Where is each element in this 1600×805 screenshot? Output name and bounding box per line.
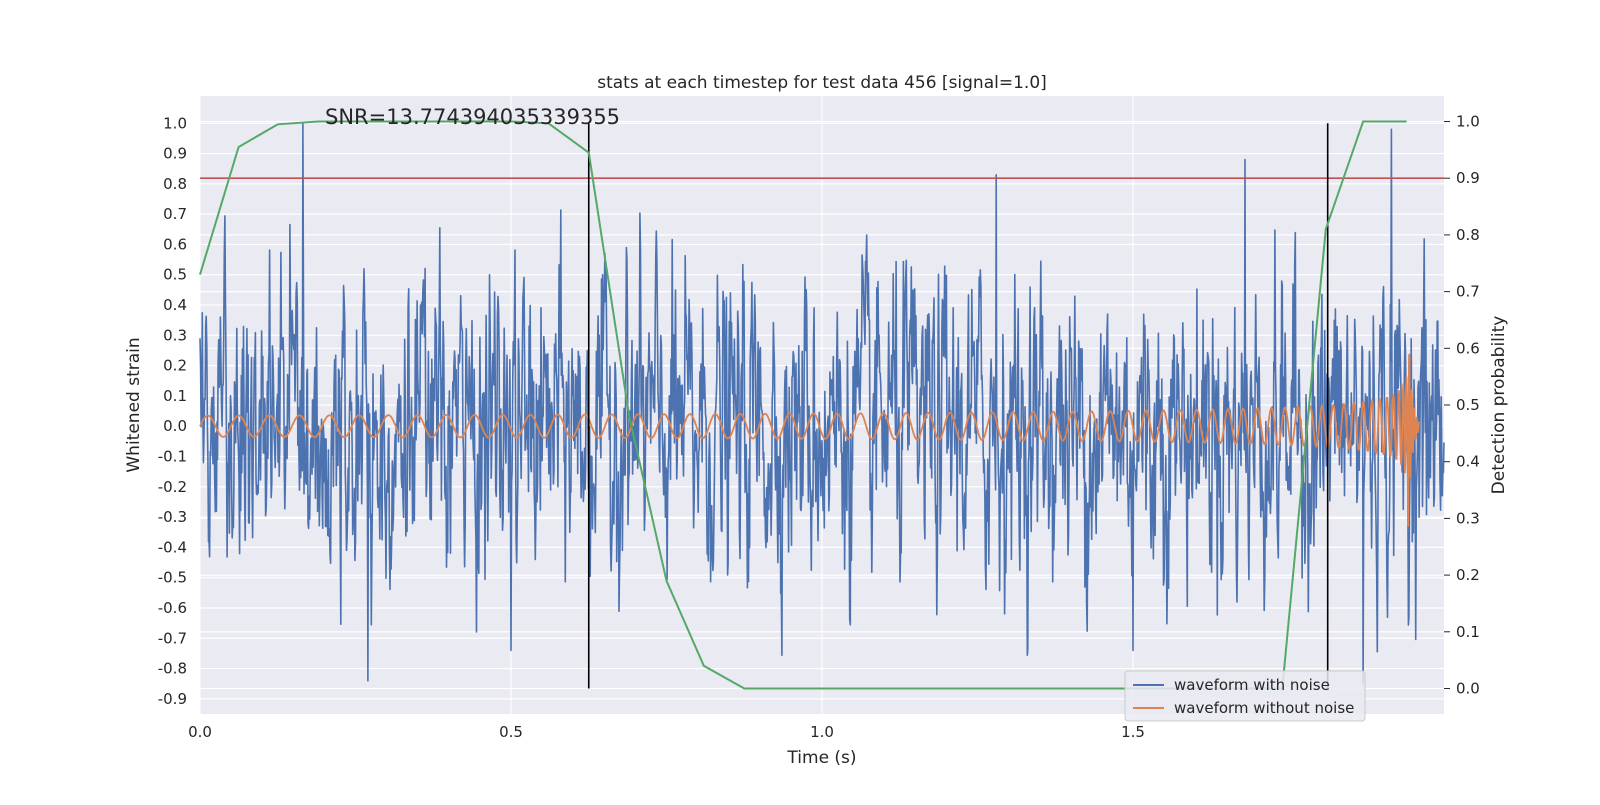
right-tick-label: 0.8 — [1456, 226, 1480, 244]
legend-label-clean: waveform without noise — [1174, 699, 1354, 717]
right-tick-label: 0.3 — [1456, 509, 1480, 527]
right-axis-label: Detection probability — [1489, 316, 1509, 495]
y-tick-label: -0.7 — [158, 629, 187, 647]
y-tick-label: 0.1 — [163, 387, 187, 405]
right-tick-label: 0.6 — [1456, 339, 1480, 357]
legend-label-noise: waveform with noise — [1174, 676, 1330, 694]
y-tick-label: 0.2 — [163, 357, 187, 375]
y-tick-label: 0.4 — [163, 296, 187, 314]
y-tick-label: 0.0 — [163, 417, 187, 435]
x-tick-label: 0.5 — [499, 723, 523, 741]
y-tick-label: 0.5 — [163, 266, 187, 284]
chart-title: stats at each timestep for test data 456… — [597, 73, 1047, 93]
x-tick-label: 0.0 — [188, 723, 212, 741]
right-tick-label: 0.1 — [1456, 623, 1480, 641]
y-tick-label: 0.7 — [163, 205, 187, 223]
y-tick-label: -0.1 — [158, 448, 187, 466]
right-tick-label: 0.4 — [1456, 453, 1480, 471]
right-tick-label: 0.9 — [1456, 169, 1480, 187]
x-tick-label: 1.0 — [810, 723, 834, 741]
legend: waveform with noise waveform without noi… — [1124, 670, 1366, 722]
series-waveform-with-noise — [199, 122, 1445, 685]
y-tick-label: 0.8 — [163, 175, 187, 193]
series-waveform-without-noise — [199, 353, 1420, 527]
right-tick-label: 1.0 — [1456, 113, 1480, 131]
y-tick-label: 1.0 — [163, 114, 187, 132]
y-tick-label: -0.3 — [158, 508, 187, 526]
right-tick-label: 0.7 — [1456, 283, 1480, 301]
right-axis-ticks: 0.0 0.1 0.2 0.3 0.4 0.5 0.6 0.7 0.8 0.9 1.0 — [1444, 113, 1480, 697]
y-tick-label: -0.6 — [158, 599, 187, 617]
legend-box — [1124, 670, 1366, 722]
y-axis-label: Whitened strain — [124, 337, 144, 472]
y-tick-label: -0.8 — [158, 660, 187, 678]
right-tick-label: 0.0 — [1456, 679, 1480, 697]
x-axis-label: Time (s) — [786, 748, 856, 768]
y-axis-ticks: -0.9 -0.8 -0.7 -0.6 -0.5 -0.4 -0.3 -0.2 -0.1 0.0 0… — [158, 114, 187, 708]
y-tick-label: -0.4 — [158, 538, 187, 556]
y-tick-label: 0.9 — [163, 145, 187, 163]
snr-annotation: SNR=13.774394035339355 — [325, 105, 620, 129]
y-tick-label: -0.9 — [158, 690, 187, 708]
x-tick-label: 1.5 — [1121, 723, 1145, 741]
y-tick-label: 0.3 — [163, 326, 187, 344]
right-tick-label: 0.5 — [1456, 396, 1480, 414]
y-tick-label: 0.6 — [163, 235, 187, 253]
y-tick-label: -0.2 — [158, 478, 187, 496]
right-tick-label: 0.2 — [1456, 566, 1480, 584]
x-axis-ticks: 0.0 0.5 1.0 1.5 — [188, 723, 1145, 741]
y-tick-label: -0.5 — [158, 569, 187, 587]
